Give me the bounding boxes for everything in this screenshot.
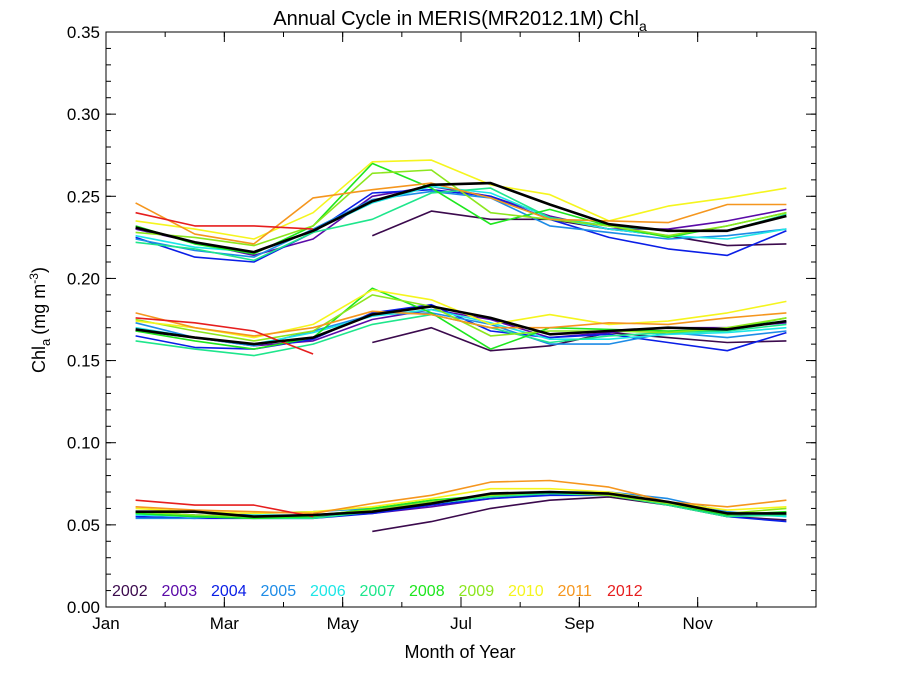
series-line-mean-lower [135,490,787,518]
x-axis-label: Month of Year [404,642,515,662]
series-line-mean-upper [135,181,787,254]
y-tick-label: 0.10 [67,434,100,453]
series-line-2011-middle [135,310,787,337]
y-tick-label: 0.15 [67,352,100,371]
legend-entry-2002: 2002 [112,583,148,600]
x-tick-label: Jan [92,614,119,633]
axis-group: 0.00 0.05 0.10 0.15 0.20 0.25 0.30 0.35 Jan Mar Ma… [67,23,817,633]
series-line-2004-upper [135,188,787,263]
series-line-2011-upper [135,182,787,245]
legend-entry-2004: 2004 [211,583,247,600]
legend-entry-2009: 2009 [459,583,495,600]
chart-title: Annual Cycle in MERIS(MR2012.1M) Chla [273,8,647,34]
y-tick-label: 0.05 [67,516,100,535]
y-tick-label: 0.25 [67,187,100,206]
legend-entry-2006: 2006 [310,583,346,600]
series-line-2008-upper [135,162,787,255]
y-axis-label: Chla(mg m-3) [27,267,53,373]
x-tick-label: Jul [450,614,472,633]
series-line-2012-middle [135,317,314,355]
y-tick-label: 0.00 [67,598,100,617]
series-group [135,159,787,533]
y-tick-label: 0.30 [67,105,100,124]
legend-entry-2011: 2011 [558,583,593,600]
series-line-mean-middle [135,305,787,346]
x-tick-label: Nov [683,614,714,633]
x-tick-label: Sep [564,614,594,633]
series-line-2012-lower [135,499,314,518]
legend: 2002 2003 2004 2005 2006 2007 2008 2009 2010 2011… [112,583,643,600]
series-line-2003-upper [135,185,787,257]
legend-entry-2010: 2010 [508,583,544,600]
x-tick-label: May [327,614,360,633]
legend-entry-2008: 2008 [409,583,445,600]
series-line-2008-middle [135,287,787,350]
y-tick-label: 0.20 [67,269,100,288]
series-line-2005-upper [135,190,787,258]
series-line-2002-upper [371,210,787,247]
legend-entry-2003: 2003 [162,583,198,600]
series-line-2010-upper [135,159,787,240]
legend-entry-2012: 2012 [607,583,643,600]
legend-entry-2007: 2007 [360,583,396,600]
series-line-2009-upper [135,169,787,247]
series-line-2012-upper [135,211,314,230]
x-tick-label: Mar [210,614,240,633]
legend-entry-2005: 2005 [261,583,297,600]
y-tick-label: 0.35 [67,23,100,42]
